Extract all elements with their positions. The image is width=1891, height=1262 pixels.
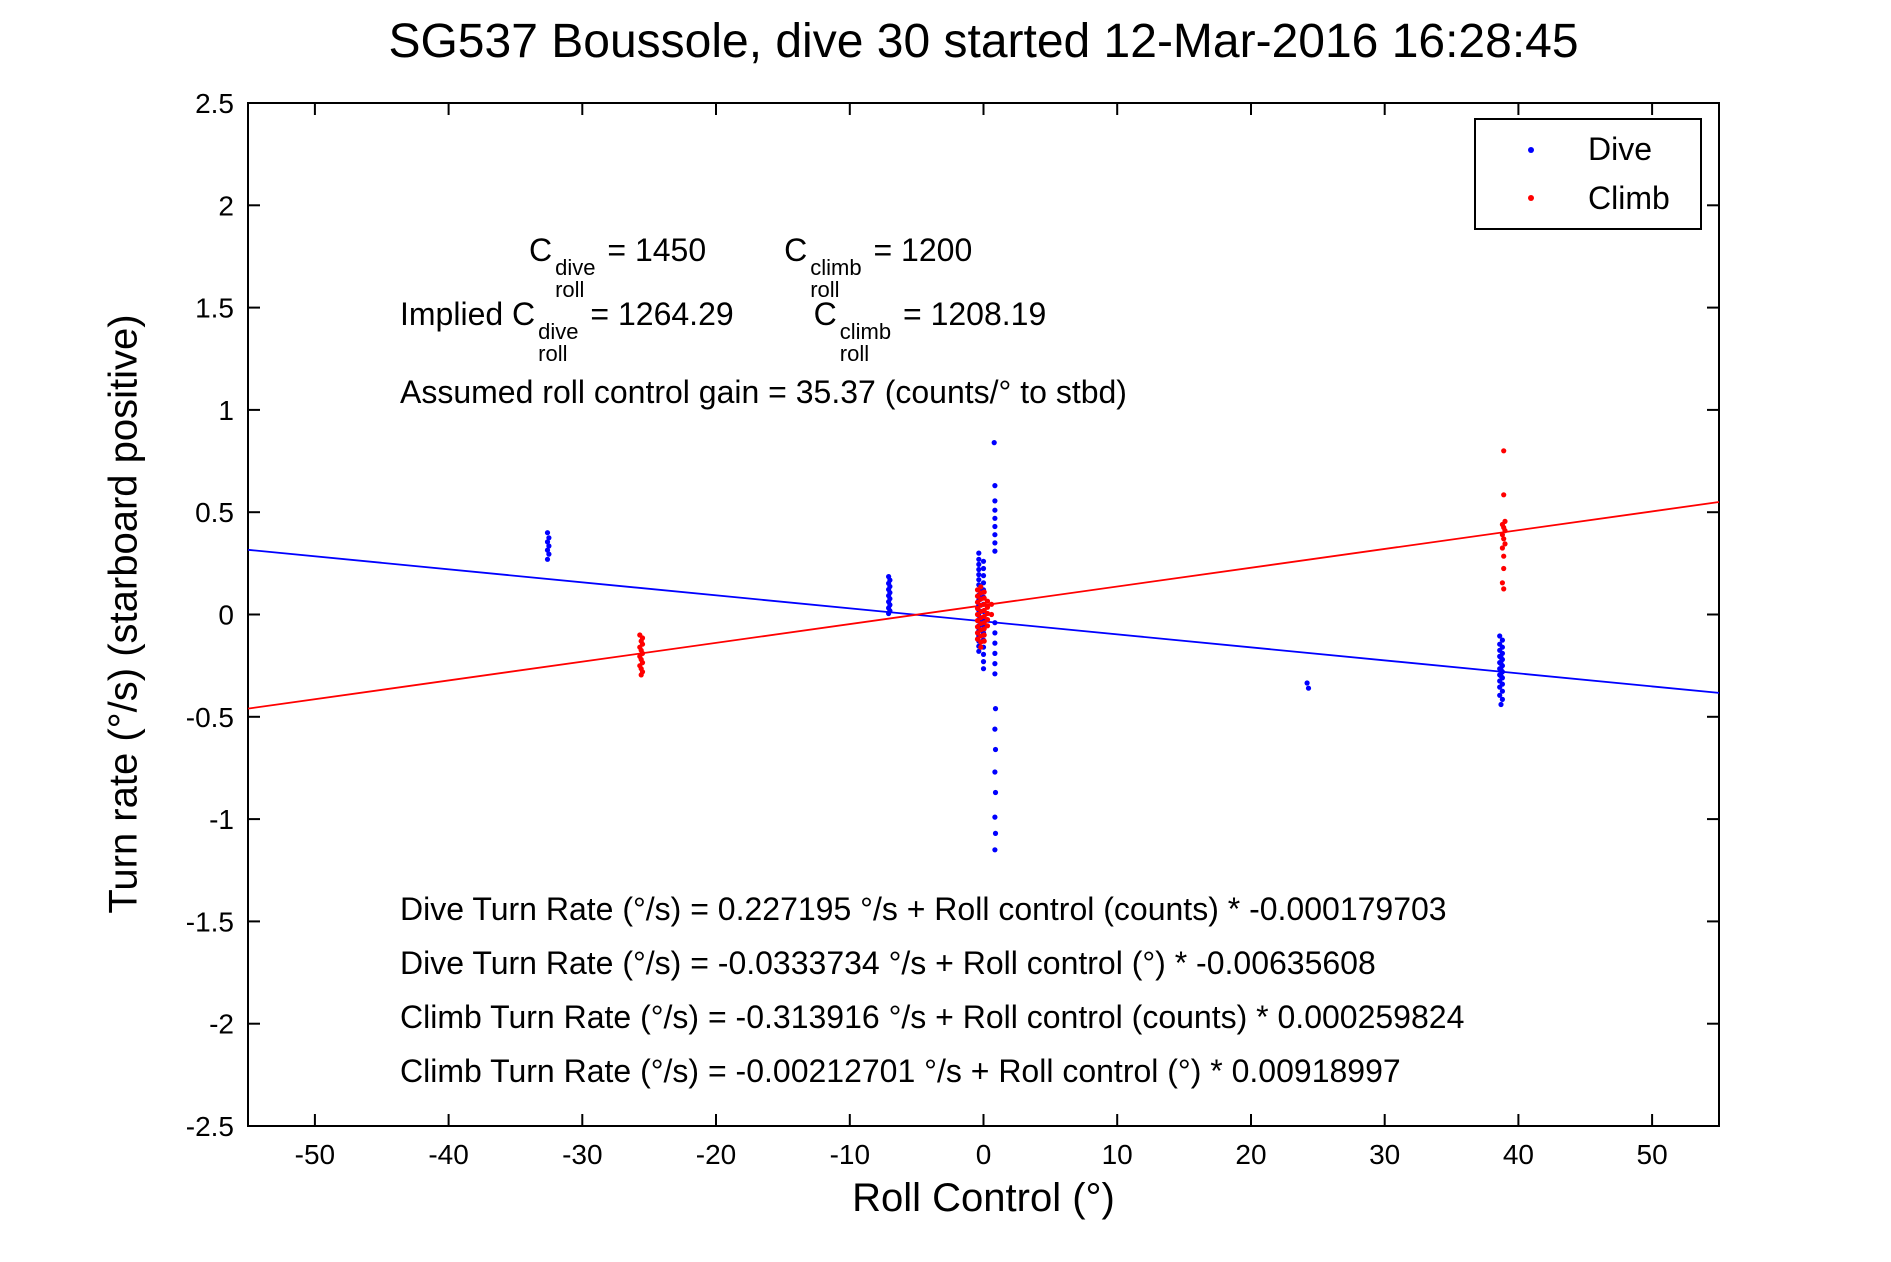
legend-item-climb: Climb [1476,180,1700,217]
svg-text:10: 10 [1102,1139,1133,1170]
svg-text:-40: -40 [428,1139,468,1170]
text-run: = 1264.29 [581,296,734,332]
text-run: C [529,232,553,268]
text-run: C [813,296,837,332]
fit-equations: Dive Turn Rate (°/s) = 0.227195 °/s + Ro… [400,882,1464,1098]
legend-label-dive: Dive [1588,131,1653,168]
chart-title: SG537 Boussole, dive 30 started 12-Mar-2… [388,15,1579,68]
y-tick-labels: -2.5 -2 -1.5 -1 -0.5 0 0.5 1 1.5 2 2.5 [186,88,234,1142]
svg-text:-50: -50 [295,1139,335,1170]
svg-text:-2: -2 [209,1009,234,1040]
equation-line: Climb Turn Rate (°/s) = -0.313916 °/s + … [400,999,1465,1035]
scatter-points-climb [637,448,1508,678]
svg-text:-1: -1 [209,804,234,835]
x-axis-label: Roll Control (°) [852,1176,1115,1220]
svg-text:-0.5: -0.5 [186,702,234,733]
text-run: = 1208.19 [894,296,1047,332]
legend-item-dive: Dive [1476,131,1700,168]
equation-line: Climb Turn Rate (°/s) = -0.00212701 °/s … [400,1053,1401,1089]
svg-text:1.5: 1.5 [195,293,234,324]
text-run: Implied C [400,296,536,332]
supsub-script: climb roll [839,319,892,366]
svg-text:40: 40 [1503,1139,1534,1170]
text-run: C [784,232,808,268]
svg-text:2: 2 [218,190,234,221]
svg-text:-20: -20 [696,1139,736,1170]
legend: Dive Climb [1474,118,1702,230]
svg-text:20: 20 [1235,1139,1266,1170]
svg-text:-2.5: -2.5 [186,1111,234,1142]
svg-text:0: 0 [976,1139,992,1170]
supsub-script: dive roll [538,319,579,366]
svg-text:2.5: 2.5 [195,88,234,119]
supsub-script: dive roll [555,255,596,302]
tick-marks [248,102,1719,1127]
svg-text:-10: -10 [830,1139,870,1170]
svg-text:30: 30 [1369,1139,1400,1170]
equation-line: Dive Turn Rate (°/s) = -0.0333734 °/s + … [400,945,1376,981]
svg-text:-30: -30 [562,1139,602,1170]
text-run: = 1450 [598,232,707,268]
svg-text:50: 50 [1637,1139,1668,1170]
svg-text:0.5: 0.5 [195,497,234,528]
legend-label-climb: Climb [1588,179,1670,216]
text-run: = 1200 [864,232,973,268]
dive-marker-icon [1528,146,1534,153]
supsub-script: climb roll [810,255,862,302]
climb-marker-icon [1528,195,1534,202]
svg-text:1: 1 [218,395,234,426]
equation-line: Dive Turn Rate (°/s) = 0.227195 °/s + Ro… [400,891,1447,927]
annotation-roll-gain: Assumed roll control gain = 35.37 (count… [400,374,1127,410]
svg-text:0: 0 [218,600,234,631]
x-tick-labels: -50 -40 -30 -20 -10 0 10 20 30 40 50 [295,1139,1668,1170]
svg-text:-1.5: -1.5 [186,906,234,937]
